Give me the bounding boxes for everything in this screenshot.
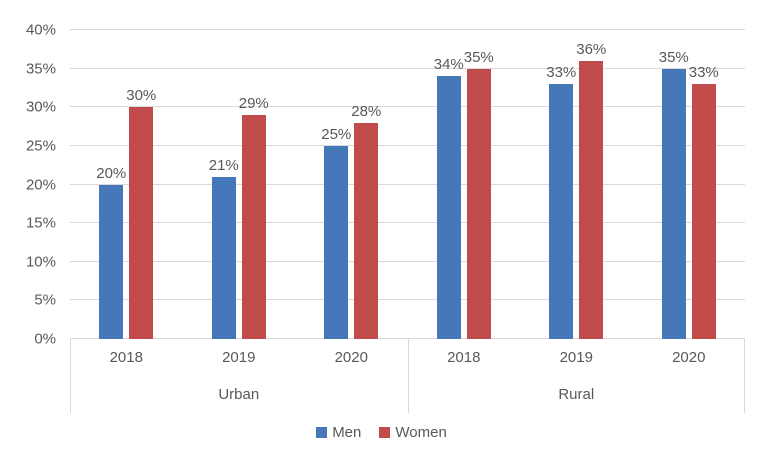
legend-swatch-men (316, 427, 328, 438)
gridline-10 (70, 260, 745, 262)
y-tick-label-35: 35% (25, 60, 56, 78)
year-row: 2018 2019 2020 2018 2019 2020 (70, 339, 745, 376)
value-label-men-urban-2020: 25% (321, 125, 352, 143)
bar-col-men-rural-2020: 35% (658, 30, 689, 339)
gridline-35 (70, 67, 745, 69)
y-axis-labels: 0% 5% 10% 15% 20% 25% 30% 35% 40% (0, 22, 56, 348)
bar-men-rural-2018 (436, 76, 461, 339)
gridline-0 (70, 338, 745, 339)
gridline-30 (70, 106, 745, 108)
group-label-rural: Rural (558, 386, 595, 403)
x-tick-label-rural-2019: 2019 (559, 349, 593, 366)
bar-men-rural-2019 (549, 84, 574, 339)
value-label-men-urban-2018: 20% (96, 164, 127, 182)
bar-men-rural-2020 (661, 68, 686, 339)
legend-item-women: Women (379, 424, 447, 441)
axis-divider-right (744, 339, 745, 413)
bar-group-rural-2018: 34% 35% (408, 30, 521, 339)
bar-women-urban-2020 (354, 122, 379, 339)
category-axis: 2018 2019 2020 2018 2019 2020 Urban Rural (70, 339, 745, 413)
value-label-men-urban-2019: 21% (208, 156, 239, 174)
value-label-men-rural-2020: 35% (658, 48, 689, 66)
bar-group-urban-2019: 21% 29% (183, 30, 296, 339)
bar-women-rural-2018 (466, 68, 491, 339)
gridline-15 (70, 222, 745, 224)
value-label-women-urban-2018: 30% (126, 87, 157, 105)
y-tick-label-40: 40% (25, 21, 56, 39)
value-label-men-rural-2019: 33% (546, 64, 577, 82)
legend: Men Women (0, 424, 763, 441)
bar-men-urban-2020 (324, 145, 349, 339)
axis-divider-left (70, 339, 71, 413)
bar-group-rural-2019: 33% 36% (520, 30, 633, 339)
bar-col-men-urban-2018: 20% (96, 30, 127, 339)
bar-group-rural-2020: 35% 33% (633, 30, 746, 339)
legend-label-men: Men (332, 424, 362, 441)
bar-men-urban-2018 (99, 184, 124, 339)
y-tick-label-15: 15% (25, 214, 56, 232)
gridline-40 (70, 29, 745, 30)
bar-women-rural-2020 (691, 84, 716, 339)
x-tick-label-rural-2020: 2020 (672, 349, 706, 366)
legend-item-men: Men (316, 424, 361, 441)
gridline-5 (70, 299, 745, 301)
bar-col-women-rural-2019: 36% (576, 30, 607, 339)
y-tick-label-20: 20% (25, 176, 56, 193)
bar-women-rural-2019 (579, 60, 604, 339)
bar-women-urban-2019 (241, 114, 266, 339)
bar-col-women-rural-2018: 35% (463, 30, 494, 339)
value-label-women-rural-2020: 33% (688, 64, 719, 82)
value-label-men-rural-2018: 34% (433, 56, 464, 74)
bar-group-urban-2018: 20% 30% (70, 30, 183, 339)
legend-label-women: Women (395, 424, 447, 441)
value-label-women-urban-2020: 28% (351, 102, 382, 120)
x-tick-label-urban-2019: 2019 (222, 349, 256, 366)
x-tick-label-urban-2020: 2020 (334, 349, 368, 366)
value-label-women-urban-2019: 29% (238, 94, 269, 112)
bar-col-women-urban-2018: 30% (126, 30, 157, 339)
bar-group-urban-2020: 25% 28% (295, 30, 408, 339)
bar-women-urban-2018 (129, 107, 154, 339)
axis-divider-middle (407, 339, 409, 413)
bars-layer: 20% 30% 21% 29% 25% 28% 34% 35% 33% 36% 35% 33% (70, 30, 745, 339)
bar-men-urban-2019 (211, 176, 236, 339)
y-tick-label-5: 5% (34, 291, 56, 309)
plot-area: 20% 30% 21% 29% 25% 28% 34% 35% 33% 36% 35% 33% (70, 29, 745, 339)
bar-col-women-urban-2019: 29% (238, 30, 269, 339)
bar-col-men-urban-2020: 25% (321, 30, 352, 339)
bar-col-men-rural-2018: 34% (433, 30, 464, 339)
x-tick-label-rural-2018: 2018 (447, 349, 481, 366)
value-label-women-rural-2019: 36% (576, 40, 607, 58)
y-tick-label-0: 0% (34, 330, 56, 348)
legend-swatch-women (379, 427, 391, 438)
y-tick-label-25: 25% (25, 137, 56, 155)
gridline-20 (70, 183, 745, 185)
x-tick-label-urban-2018: 2018 (109, 349, 143, 366)
bar-col-men-urban-2019: 21% (208, 30, 239, 339)
y-tick-label-30: 30% (25, 98, 56, 116)
bar-col-men-rural-2019: 33% (546, 30, 577, 339)
group-label-urban: Urban (218, 386, 260, 403)
bar-col-women-rural-2020: 33% (688, 30, 719, 339)
value-label-women-rural-2018: 35% (463, 48, 494, 66)
gridline-25 (70, 144, 745, 146)
y-tick-label-10: 10% (25, 253, 56, 271)
region-row: Urban Rural (70, 376, 745, 413)
bar-col-women-urban-2020: 28% (351, 30, 382, 339)
